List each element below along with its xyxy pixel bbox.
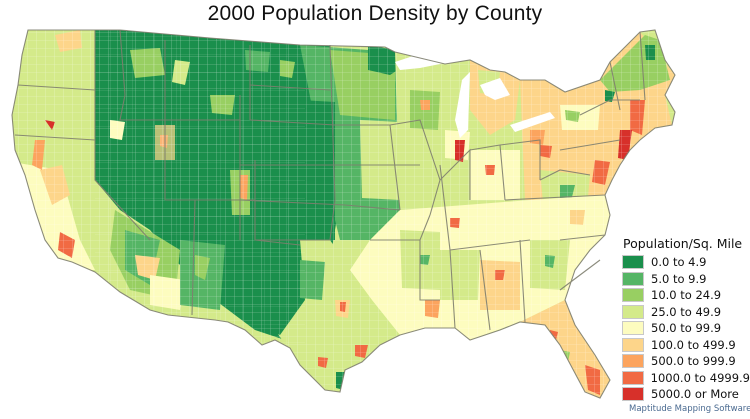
legend-swatch [622, 304, 644, 319]
legend-item: 50.0 to 99.9 [620, 320, 750, 337]
legend-item: 5.0 to 9.9 [620, 271, 750, 288]
legend-swatch [622, 288, 644, 303]
legend-item: 5000.0 or More [620, 386, 750, 403]
legend-swatch [622, 354, 644, 369]
legend-label: 0.0 to 4.9 [651, 255, 707, 270]
software-credit: Maptitude Mapping Software [629, 404, 750, 414]
legend-swatch [622, 387, 644, 402]
legend-label: 500.0 to 999.9 [651, 354, 736, 369]
legend-swatch [622, 255, 644, 270]
legend-swatch [622, 321, 644, 336]
legend-item: 1000.0 to 4999.9 [620, 370, 750, 387]
legend-item: 500.0 to 999.9 [620, 353, 750, 370]
map-title: 2000 Population Density by County [207, 2, 543, 25]
legend-item: 100.0 to 499.9 [620, 337, 750, 354]
legend-label: 100.0 to 499.9 [651, 337, 736, 352]
legend-title: Population/Sq. Mile [623, 236, 743, 251]
lake-superior [395, 50, 470, 70]
legend-label: 50.0 to 99.9 [651, 321, 722, 336]
legend-label: 10.0 to 24.9 [651, 288, 722, 303]
legend-item: 25.0 to 49.9 [620, 304, 750, 321]
legend-swatch [622, 271, 644, 286]
lake-erie [510, 112, 555, 132]
legend-label: 1000.0 to 4999.9 [650, 370, 750, 385]
legend-item: 10.0 to 24.9 [620, 287, 750, 304]
legend-label: 25.0 to 49.9 [651, 304, 722, 319]
legend-label: 5000.0 or More [651, 387, 739, 402]
legend-label: 5.0 to 9.9 [651, 271, 707, 286]
legend-item: 0.0 to 4.9 [620, 254, 750, 271]
legend: Population/Sq. Mile 0.0 to 4.9 5.0 to 9.… [620, 236, 750, 403]
lake-huron [480, 78, 510, 100]
legend-swatch [622, 370, 644, 385]
legend-swatch [622, 337, 644, 352]
lake-michigan [455, 72, 470, 138]
